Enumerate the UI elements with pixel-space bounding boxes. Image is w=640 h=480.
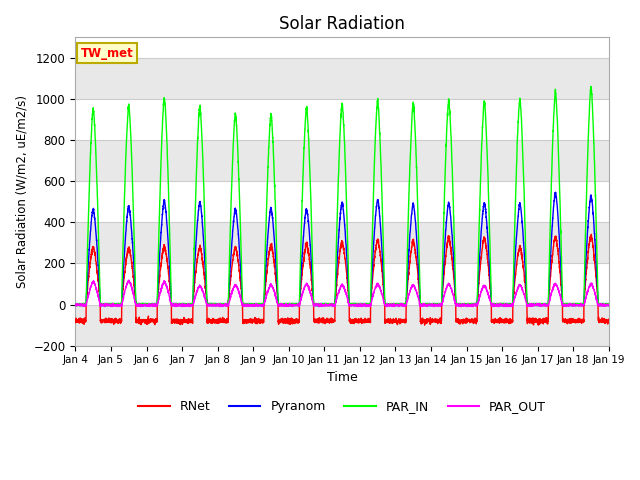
Pyranom — [492, 301, 500, 307]
PAR_OUT — [101, 304, 109, 310]
Line: Pyranom: Pyranom — [76, 192, 609, 306]
PAR_IN — [323, 301, 330, 307]
Text: TW_met: TW_met — [81, 47, 134, 60]
Pyranom — [432, 303, 440, 309]
RNet — [492, 319, 500, 324]
PAR_IN — [73, 303, 81, 309]
Pyranom — [605, 301, 612, 307]
X-axis label: Time: Time — [326, 371, 358, 384]
PAR_IN — [587, 84, 595, 89]
Pyranom — [323, 301, 330, 307]
Title: Solar Radiation: Solar Radiation — [279, 15, 405, 33]
Legend: RNet, Pyranom, PAR_IN, PAR_OUT: RNet, Pyranom, PAR_IN, PAR_OUT — [133, 395, 551, 418]
RNet — [604, 317, 612, 323]
PAR_IN — [432, 301, 440, 307]
RNet — [420, 322, 428, 328]
PAR_IN — [605, 302, 612, 308]
Pyranom — [72, 302, 79, 308]
Bar — [76, 58, 609, 99]
RNet — [322, 318, 330, 324]
PAR_IN — [604, 302, 612, 308]
Bar — [76, 304, 609, 346]
Line: RNet: RNet — [76, 234, 609, 325]
RNet — [605, 316, 612, 322]
Pyranom — [461, 301, 469, 307]
PAR_OUT — [605, 302, 612, 308]
RNet — [72, 318, 79, 324]
PAR_IN — [72, 301, 79, 307]
RNet — [461, 318, 469, 324]
Bar — [76, 222, 609, 264]
PAR_OUT — [72, 302, 79, 308]
Pyranom — [604, 301, 612, 307]
PAR_IN — [461, 303, 469, 309]
PAR_OUT — [462, 302, 470, 308]
PAR_OUT — [604, 303, 612, 309]
PAR_OUT — [168, 302, 175, 308]
PAR_OUT — [323, 302, 330, 308]
RNet — [432, 318, 440, 324]
PAR_OUT — [125, 277, 132, 283]
Line: PAR_IN: PAR_IN — [76, 86, 609, 306]
Pyranom — [73, 303, 81, 309]
Y-axis label: Solar Radiation (W/m2, uE/m2/s): Solar Radiation (W/m2, uE/m2/s) — [15, 95, 28, 288]
RNet — [168, 298, 175, 304]
Pyranom — [168, 301, 175, 307]
Pyranom — [552, 190, 559, 195]
RNet — [588, 231, 595, 237]
PAR_OUT — [432, 302, 440, 308]
Line: PAR_OUT: PAR_OUT — [76, 280, 609, 307]
PAR_IN — [492, 301, 500, 307]
PAR_OUT — [492, 302, 500, 308]
Bar — [76, 140, 609, 181]
PAR_IN — [168, 300, 175, 306]
